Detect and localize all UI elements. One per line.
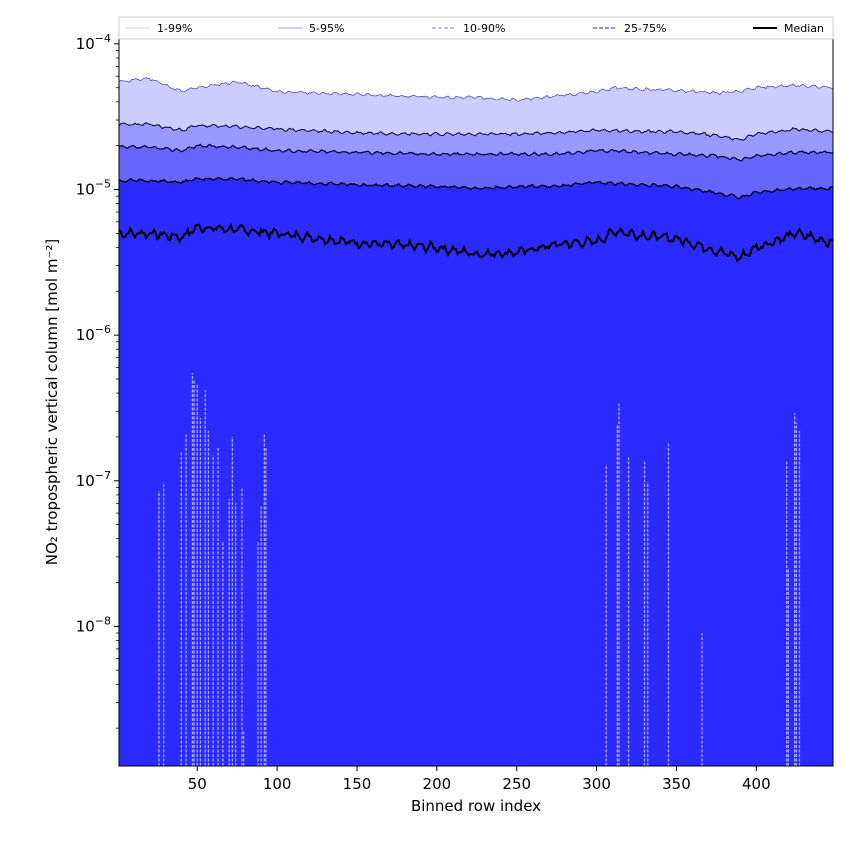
x-axis-ticks: 50 100 150 200 250 300 350 400 <box>188 766 771 793</box>
band-edge-10-90pct <box>118 143 834 162</box>
legend-label: 10-90% <box>463 22 505 35</box>
legend: 1-99% 5-95% 10-90% 25-75% Median <box>118 16 834 40</box>
x-tick-label: 50 <box>188 775 207 793</box>
y-tick-label: 10−8 <box>76 614 111 635</box>
y-tick-label: 10−6 <box>76 323 111 344</box>
legend-label: 25-75% <box>624 22 666 35</box>
x-tick-label: 200 <box>423 775 452 793</box>
legend-label: 5-95% <box>309 22 344 35</box>
band-25-75pct <box>119 177 833 766</box>
percentile-bands <box>119 77 833 767</box>
legend-box <box>118 16 834 40</box>
x-axis-title: Binned row index <box>411 797 541 815</box>
x-tick-label: 300 <box>582 775 611 793</box>
y-axis-title: NO₂ tropospheric vertical column [mol m⁻… <box>43 239 61 565</box>
x-tick-label: 100 <box>263 775 292 793</box>
x-tick-label: 150 <box>343 775 372 793</box>
x-tick-label: 400 <box>742 775 771 793</box>
median-line <box>118 222 834 263</box>
y-tick-label: 10−5 <box>76 177 111 198</box>
legend-label: Median <box>784 22 824 35</box>
series-lines <box>118 77 834 263</box>
y-tick-label: 10−7 <box>76 469 111 490</box>
y-axis-ticks: 10−8 10−7 10−6 10−5 10−4 <box>76 32 119 729</box>
y-tick-label: 10−4 <box>76 32 111 53</box>
x-tick-label: 250 <box>502 775 531 793</box>
x-tick-label: 350 <box>662 775 691 793</box>
low-percentile-spikes <box>158 372 801 766</box>
band-edge-5-95pct <box>118 122 834 141</box>
legend-label: 1-99% <box>157 22 192 35</box>
band-edge-1-99pct <box>118 77 834 102</box>
band-edge-25-75pct <box>118 176 834 200</box>
